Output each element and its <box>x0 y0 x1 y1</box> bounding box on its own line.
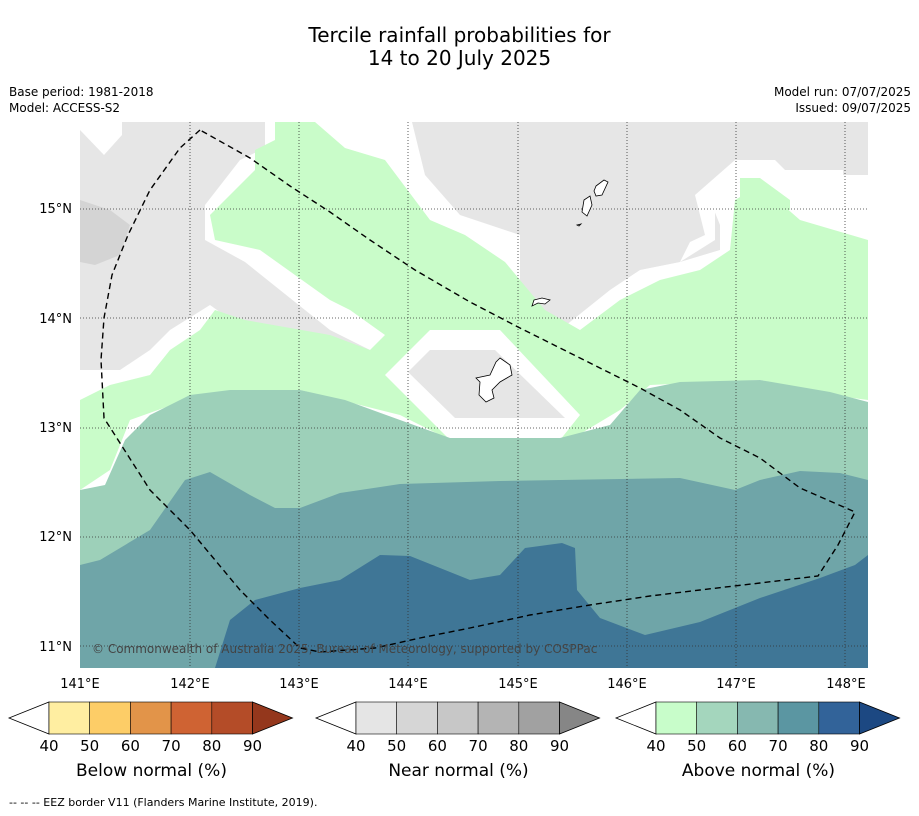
colorbar-segment <box>818 701 860 735</box>
near-normal-region-ne <box>412 122 868 330</box>
colorbar-segment <box>89 701 131 735</box>
colorbar-segment <box>737 701 779 735</box>
colorbar-tick-label: 70 <box>162 737 181 755</box>
colorbar-above: 40 50 60 70 80 90 <box>614 701 901 755</box>
colorbar-lower-extend <box>614 701 657 735</box>
lon-label: 147°E <box>716 677 756 692</box>
colorbar-tick-label: 80 <box>509 737 528 755</box>
near-normal-patch-west <box>80 200 130 265</box>
map-title-line1: Tercile rainfall probabilities for <box>308 23 611 47</box>
colorbar-tick-label: 50 <box>80 737 99 755</box>
colorbar-tick-label: 50 <box>387 737 406 755</box>
colorbar-upper-extend <box>252 701 294 735</box>
colorbar-tick-label: 90 <box>850 737 869 755</box>
above-normal-80-band <box>215 543 868 668</box>
colorbar-tick-label: 90 <box>550 737 569 755</box>
colorbar-segment <box>777 701 820 735</box>
colorbars: 40 50 60 70 80 90 40 50 60 70 80 90 40 50 60 70 80 90 <box>7 701 901 755</box>
lon-label: 144°E <box>388 677 428 692</box>
map-plot-area: © Commonwealth of Australia 2025, Bureau… <box>80 122 868 668</box>
colorbar-tick-label: 40 <box>39 737 58 755</box>
graticule <box>80 122 868 668</box>
near-normal-region-nw <box>80 122 370 370</box>
colorbar-segment <box>211 701 253 735</box>
island-outlines <box>475 179 609 403</box>
colorbar-segment <box>130 701 172 735</box>
colorbar-tick-label: 70 <box>769 737 788 755</box>
lon-label: 148°E <box>826 677 866 692</box>
colorbar-segment <box>437 701 479 735</box>
guam-island <box>475 357 513 403</box>
colorbar-tick-label: 90 <box>243 737 262 755</box>
model-text: Model: ACCESS-S2 <box>9 101 121 115</box>
lat-tick-labels: 15°N 14°N 13°N 12°N 11°N <box>39 202 72 655</box>
colorbar-lower-extend <box>7 701 50 735</box>
map-title-line2: 14 to 20 July 2025 <box>367 46 552 70</box>
lat-label: 11°N <box>39 640 72 655</box>
issued-text: Issued: 09/07/2025 <box>795 101 911 115</box>
colorbar-segment <box>170 701 213 735</box>
colorbar-near: 40 50 60 70 80 90 <box>314 701 601 755</box>
colorbar-segment <box>355 701 398 735</box>
colorbar-segment <box>477 701 520 735</box>
lat-label: 13°N <box>39 421 72 436</box>
colorbar-lower-extend <box>314 701 357 735</box>
colorbar-tick-label: 60 <box>428 737 447 755</box>
colorbar-upper-extend <box>859 701 901 735</box>
saipan-island <box>593 179 609 197</box>
near-normal-label: Near normal (%) <box>388 761 529 781</box>
colorbar-tick-label: 60 <box>121 737 140 755</box>
lon-label: 145°E <box>498 677 538 692</box>
lat-label: 12°N <box>39 530 72 545</box>
base-period-text: Base period: 1981-2018 <box>9 85 154 99</box>
colorbar-tick-label: 60 <box>728 737 747 755</box>
lon-label: 141°E <box>60 677 100 692</box>
model-run-text: Model run: 07/07/2025 <box>773 85 911 99</box>
colorbar-segment <box>396 701 438 735</box>
lat-label: 14°N <box>39 312 72 327</box>
lon-label: 142°E <box>170 677 210 692</box>
colorbar-tick-label: 40 <box>646 737 665 755</box>
colorbar-tick-label: 50 <box>687 737 706 755</box>
eez-footnote: -- -- -- EEZ border V11 (Flanders Marine… <box>9 796 318 809</box>
colorbar-segment <box>518 701 560 735</box>
lat-label: 15°N <box>39 202 72 217</box>
colorbar-tick-label: 80 <box>202 737 221 755</box>
colorbar-below: 40 50 60 70 80 90 <box>7 701 294 755</box>
above-normal-label: Above normal (%) <box>681 761 836 781</box>
above-normal-40-band <box>80 122 868 490</box>
copyright-text: © Commonwealth of Australia 2025, Bureau… <box>92 642 597 656</box>
lon-label: 146°E <box>607 677 647 692</box>
lon-label: 143°E <box>279 677 319 692</box>
colorbar-segment <box>655 701 698 735</box>
below-normal-label: Below normal (%) <box>76 761 227 781</box>
lon-tick-labels: 141°E 142°E 143°E 144°E 145°E 146°E 147°… <box>60 677 866 692</box>
colorbar-upper-extend <box>559 701 601 735</box>
tinian-island <box>581 195 593 217</box>
colorbar-segment <box>696 701 738 735</box>
colorbar-tick-label: 40 <box>346 737 365 755</box>
colorbar-tick-label: 70 <box>469 737 488 755</box>
colorbar-segment <box>48 701 91 735</box>
eez-border <box>100 129 856 653</box>
colorbar-tick-label: 80 <box>809 737 828 755</box>
rota-island <box>531 297 551 307</box>
